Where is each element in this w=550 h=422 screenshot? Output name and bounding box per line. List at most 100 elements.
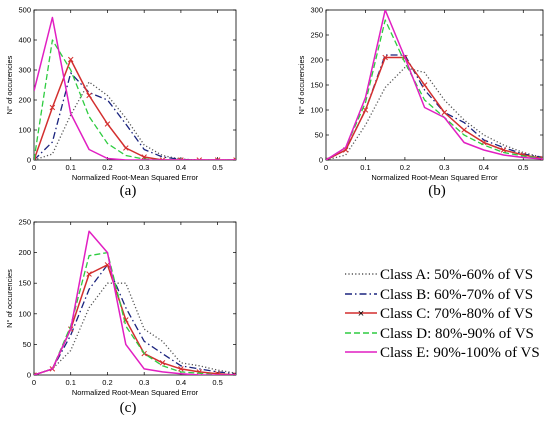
series-line-class-a [326, 66, 543, 160]
y-tick-label: 0 [27, 371, 31, 380]
series-marker [421, 82, 428, 88]
plot-frame [33, 221, 237, 376]
plot-frame [325, 9, 544, 161]
legend: Class A: 50%-60% of VS Class B: 60%-70% … [345, 267, 540, 361]
x-tick-label: 0.3 [139, 163, 149, 172]
series-line-class-b [34, 264, 236, 375]
series-marker [233, 372, 236, 375]
x-tick-label: 0.3 [439, 163, 449, 172]
series-line-class-d [34, 39, 236, 160]
x-axis-label: Normalized Root-Mean Squared Error [371, 173, 498, 182]
y-tick-label: 200 [18, 96, 31, 105]
x-tick-label: 0.4 [479, 163, 489, 172]
series-marker [196, 157, 203, 160]
series-line-class-b [326, 54, 543, 160]
series-line-class-a [34, 282, 236, 375]
series-marker [159, 360, 166, 366]
x-axis-label: Normalized Root-Mean Squared Error [72, 173, 199, 182]
x-tick-label: 0.4 [176, 378, 186, 387]
series-line-class-e [34, 230, 236, 375]
y-tick-label: 200 [18, 248, 31, 257]
y-tick-label: 150 [18, 279, 31, 288]
series-line-class-e [34, 16, 236, 160]
series-line-class-b [34, 72, 236, 160]
y-tick-label: 300 [18, 66, 31, 75]
y-tick-label: 100 [18, 309, 31, 318]
series-group [34, 230, 236, 375]
series-marker [382, 54, 388, 61]
series-line-class-a [34, 81, 236, 160]
y-tick-label: 150 [310, 81, 323, 90]
series-marker [214, 157, 221, 160]
panel-b: 0 0.1 0.2 0.3 0.4 0.5 0 50 100 150 200 250 300 Normal… [297, 6, 544, 199]
y-tick-label: 0 [27, 156, 31, 165]
y-tick-label: 250 [18, 218, 31, 227]
x-axis-label: Normalized Root-Mean Squared Error [72, 388, 199, 397]
series-marker [67, 56, 74, 63]
series-marker [123, 145, 129, 151]
series-marker [159, 157, 166, 160]
series-line-class-d [34, 251, 236, 375]
x-tick-label: 0.1 [66, 378, 76, 387]
series-marker [86, 271, 92, 277]
y-tick-label: 200 [310, 56, 323, 65]
panel-label: (a) [120, 183, 137, 199]
legend-label: Class D: 80%-90% of VS [380, 326, 534, 342]
series-marker [441, 109, 448, 116]
y-axis-label: N° of occurencies [5, 55, 14, 114]
x-tick-label: 0.5 [212, 378, 222, 387]
x-tick-label: 0.2 [400, 163, 410, 172]
series-line-class-c [34, 264, 236, 375]
series-marker [178, 157, 184, 160]
series-line-class-d [326, 19, 543, 160]
series-marker [104, 121, 111, 127]
series-line-class-c [34, 58, 236, 160]
y-tick-label: 250 [310, 31, 323, 40]
series-line-class-e [326, 10, 543, 160]
x-tick-label: 0.1 [360, 163, 370, 172]
series-marker [49, 104, 56, 111]
legend-label: Class C: 70%-80% of VS [380, 306, 533, 322]
x-tick-label: 0.2 [102, 378, 112, 387]
legend-label: Class A: 50%-60% of VS [380, 267, 533, 283]
y-tick-label: 300 [310, 6, 323, 15]
series-marker [233, 157, 236, 160]
legend-entry: Class D: 80%-90% of VS [345, 326, 534, 342]
x-tick-label: 0.5 [518, 163, 528, 172]
series-line-class-c [326, 56, 543, 160]
x-tick-label: 0.4 [176, 163, 186, 172]
x-tick-label: 0 [324, 163, 328, 172]
series-marker [540, 155, 543, 160]
panel-label: (b) [428, 183, 446, 199]
x-tick-label: 0.1 [66, 163, 76, 172]
series-marker [178, 366, 184, 372]
y-tick-label: 400 [18, 36, 31, 45]
legend-marker: × [358, 308, 364, 320]
series-group [326, 10, 543, 160]
series-marker [34, 157, 37, 160]
x-tick-label: 0.3 [139, 378, 149, 387]
legend-entry: Class B: 60%-70% of VS [345, 287, 533, 303]
x-tick-label: 0.5 [212, 163, 222, 172]
series-marker [214, 371, 221, 375]
y-axis-label: N° of occurencies [297, 55, 306, 114]
series-marker [34, 372, 37, 375]
legend-label: Class E: 90%-100% of VS [380, 345, 540, 361]
series-group [34, 16, 236, 160]
panel-c: 0 0.1 0.2 0.3 0.4 0.5 0 50 100 150 200 250 Normalize… [5, 218, 237, 416]
y-axis-label: N° of occurencies [5, 269, 14, 328]
y-tick-label: 100 [18, 126, 31, 135]
x-tick-label: 0 [32, 378, 36, 387]
legend-entry: × Class C: 70%-80% of VS [345, 306, 533, 322]
x-tick-label: 0 [32, 163, 36, 172]
series-marker [86, 92, 92, 99]
y-tick-label: 500 [18, 6, 31, 15]
y-tick-label: 100 [310, 106, 323, 115]
panel-label: (c) [120, 400, 137, 416]
legend-entry: Class A: 50%-60% of VS [345, 267, 533, 283]
panel-a: 0 0.1 0.2 0.3 0.4 0.5 0 100 200 300 400 500 Normaliz… [5, 6, 237, 199]
series-marker [362, 107, 369, 113]
y-tick-label: 0 [319, 156, 323, 165]
y-tick-label: 50 [315, 131, 323, 140]
